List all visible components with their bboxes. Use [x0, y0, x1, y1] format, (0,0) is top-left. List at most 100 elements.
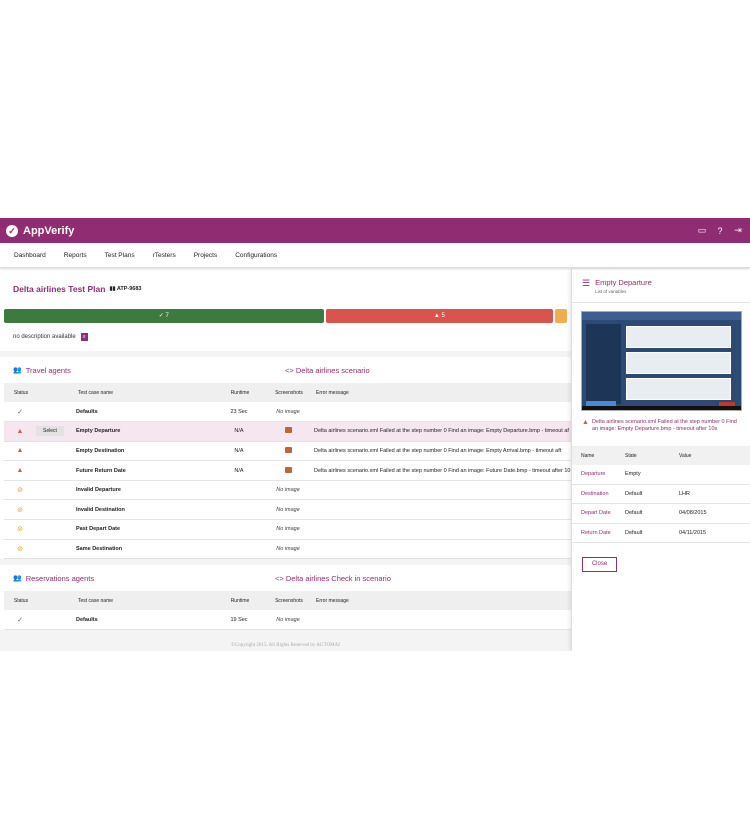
variable-state: Default — [625, 510, 643, 517]
close-button[interactable]: Close — [582, 557, 617, 573]
divider — [572, 302, 750, 303]
table-row[interactable]: ▲ Empty Destination N/A Delta airlines scen… — [4, 441, 571, 462]
col-runtime: Runtime — [230, 389, 250, 396]
skipped-bar[interactable] — [555, 309, 567, 323]
variable-name[interactable]: Depart Date — [581, 510, 611, 517]
screenshot-sidebar — [586, 324, 621, 404]
table-row[interactable]: ✓ Defaults 19 Sec No image — [4, 610, 571, 631]
variable-value: 04/11/2015 — [679, 529, 707, 536]
panel-header: ☰ Empty Departure List of variables — [572, 269, 750, 294]
variable-name[interactable]: Departure — [581, 471, 606, 478]
no-image-text: No image — [276, 506, 300, 513]
test-name: Empty Destination — [76, 441, 216, 462]
status-cell: ✓ — [4, 610, 36, 631]
variable-value: LHR — [679, 490, 691, 497]
logout-icon[interactable]: ⇥ — [734, 225, 742, 235]
passed-bar[interactable]: ✓ 7 — [4, 309, 324, 323]
table-row[interactable]: ▲ Future Return Date N/A Delta airlines sce… — [4, 460, 571, 481]
failure-screenshot[interactable] — [581, 311, 742, 411]
select-cell — [36, 402, 76, 423]
variable-state: Default — [625, 490, 643, 497]
camera-icon[interactable] — [284, 466, 292, 473]
select-cell — [36, 519, 76, 540]
monitor-icon[interactable]: ▭ — [697, 225, 707, 235]
screenshot-card — [626, 378, 731, 400]
variable-row[interactable]: Destination Default LHR — [572, 485, 750, 505]
table-row[interactable]: ⊘ Same Destination No image — [4, 539, 571, 560]
failed-bar[interactable]: ▲ 5 — [325, 309, 554, 323]
top-bar: ✓ AppVerify ▭ ? ⇥ — [0, 218, 750, 243]
no-entry-icon: ⊘ — [17, 545, 23, 553]
variable-row[interactable]: Depart Date Default 04/08/2015 — [572, 504, 750, 524]
select-button[interactable]: Select — [36, 426, 64, 437]
warning-icon: ▲ — [16, 447, 24, 455]
screenshot-cell — [262, 421, 314, 442]
app-title: AppVerify — [23, 224, 75, 237]
document-icon[interactable]: ≡ — [80, 333, 88, 341]
warning-icon: ▲ — [16, 467, 24, 475]
status-cell: ⊘ — [4, 499, 36, 521]
variable-name[interactable]: Destination — [581, 490, 609, 497]
error-message: Delta airlines scenario.xml Failed at th… — [314, 460, 571, 481]
screenshot-cell — [262, 441, 314, 462]
app-window: ✓ AppVerify ▭ ? ⇥ Dashboard Reports Test… — [0, 218, 750, 651]
result-bar: ✓ 7 ▲ 5 — [0, 309, 571, 323]
people-icon: 👥 — [13, 367, 22, 374]
screenshot-button — [586, 401, 616, 407]
col-error: Error message — [316, 597, 349, 604]
help-icon[interactable]: ? — [717, 225, 723, 236]
col-name: Test case name — [78, 597, 114, 604]
variable-row[interactable]: Departure Empty — [572, 465, 750, 485]
panel-error-text: Delta airlines scenario.xml Failed at th… — [591, 419, 737, 432]
col-name: Test case name — [78, 389, 114, 396]
runtime — [216, 480, 262, 501]
warning-icon: ▲ — [16, 427, 24, 435]
test-name: Defaults — [76, 402, 216, 423]
nav-configurations[interactable]: Configurations — [235, 251, 278, 259]
nav-dashboard[interactable]: Dashboard — [14, 251, 46, 259]
col-runtime: Runtime — [230, 597, 250, 604]
details-panel: ☰ Empty Departure List of variables ▲ De… — [571, 269, 750, 651]
nav-rtesters[interactable]: rTesters — [152, 251, 176, 259]
plan-header: Delta airlines Test Plan ▮▮ ATP-9683 — [0, 269, 571, 309]
table-row[interactable]: ✓ Defaults 23 Sec No image — [4, 402, 571, 423]
scenario-label[interactable]: <> Delta airlines scenario — [285, 365, 370, 375]
variable-name[interactable]: Return Date — [581, 529, 611, 536]
nav-projects[interactable]: Projects — [193, 251, 218, 259]
table-row[interactable]: ⊘ Past Depart Date No image — [4, 519, 571, 540]
status-cell: ▲ — [4, 460, 36, 481]
section-header: 👥 Reservations agents <> Delta airlines C… — [0, 565, 571, 591]
group-label: 👥 Travel agents — [13, 365, 71, 375]
error-message — [314, 539, 571, 560]
screenshot-card — [626, 326, 731, 348]
panel-subtitle: List of variables — [595, 289, 627, 294]
people-icon: 👥 — [13, 575, 22, 583]
scenario-label[interactable]: <> Delta airlines Check in scenario — [275, 573, 391, 583]
check-icon: ✓ — [17, 408, 23, 416]
variables-body: Departure Empty Destination Default LHR Depar… — [572, 465, 750, 544]
test-name: Future Return Date — [76, 460, 216, 481]
no-image-text: No image — [276, 526, 300, 533]
screenshot-cell: No image — [262, 499, 314, 521]
description-text: no description available — [13, 334, 76, 340]
main-content: Delta airlines Test Plan ▮▮ ATP-9683 ✓ 7… — [0, 269, 571, 651]
footer-copyright: ©Copyright 2015. All Rights Reserved by … — [231, 643, 340, 648]
runtime: N/A — [216, 460, 262, 481]
error-message — [314, 402, 571, 423]
nav-test-plans[interactable]: Test Plans — [104, 251, 135, 259]
table-row[interactable]: ⊘ Invalid Destination No image — [4, 499, 571, 521]
error-message — [314, 519, 571, 540]
screenshot-header — [582, 312, 741, 320]
screenshot-card — [626, 352, 731, 374]
table-row[interactable]: ⊘ Invalid Departure No image — [4, 480, 571, 501]
variable-row[interactable]: Return Date Default 04/11/2015 — [572, 524, 750, 544]
test-table: Status Test case name Runtime Screenshot… — [4, 591, 571, 631]
status-cell: ▲ — [4, 421, 36, 442]
camera-icon[interactable] — [284, 427, 292, 434]
screenshot-cell: No image — [262, 402, 314, 423]
camera-icon[interactable] — [284, 446, 292, 453]
nav-reports[interactable]: Reports — [63, 251, 87, 259]
table-row[interactable]: ▲ Select Empty Departure N/A Delta airlines … — [4, 421, 571, 442]
section-travel-agents: 👥 Travel agents <> Delta airlines scenari… — [0, 357, 571, 560]
col-var-state: State — [625, 452, 637, 459]
